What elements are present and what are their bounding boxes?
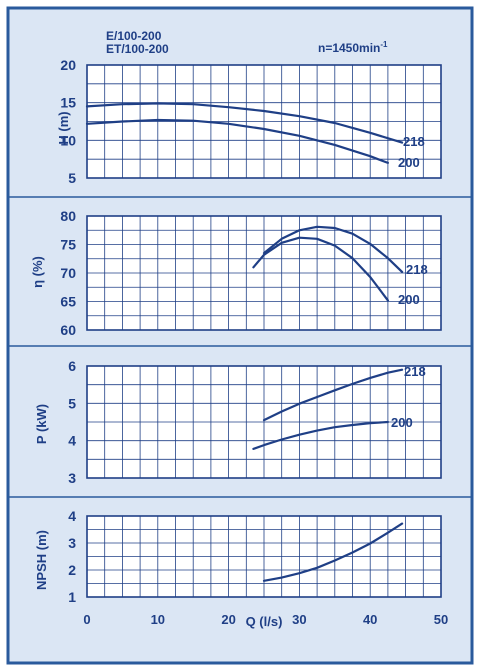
y-tick-label: 4: [68, 433, 76, 449]
y-tick-label: 1: [68, 589, 76, 605]
series-label-218: 218: [403, 134, 425, 149]
x-tick-label: 50: [434, 612, 448, 627]
y-tick-label: 5: [68, 170, 76, 186]
y-tick-label: 75: [60, 237, 76, 253]
x-tick-label: 10: [151, 612, 165, 627]
series-line-200: [252, 420, 389, 450]
series-line-npsh: [262, 522, 404, 582]
plot-panel-1: 5 10 15 20 H (m) 218 200: [56, 57, 442, 186]
plot-panel-3: 3 4 5 6 P (kW) 218 200: [34, 358, 442, 486]
speed-label-main: n=1450min: [318, 41, 380, 55]
y-axis-label: η (%): [30, 256, 45, 288]
y-tick-label: 6: [68, 358, 76, 374]
y-axis-label: P (kW): [34, 404, 49, 444]
series-label-218: 218: [406, 262, 428, 277]
series-label-200: 200: [391, 415, 413, 430]
y-tick-label: 3: [68, 470, 76, 486]
series-line-200: [252, 236, 389, 302]
y-tick-label: 4: [68, 508, 76, 524]
model-label-2: ET/100-200: [106, 42, 169, 56]
x-tick-label: 30: [292, 612, 306, 627]
x-axis-label: Q (l/s): [246, 614, 283, 629]
series-label-200: 200: [398, 155, 420, 170]
y-tick-label: 60: [60, 322, 76, 338]
y-tick-label: 20: [60, 57, 76, 73]
y-tick-label: 2: [68, 562, 76, 578]
plot-panel-4: 1 2 3 4 NPSH (m): [34, 508, 442, 605]
x-tick-label: 0: [83, 612, 90, 627]
series-label-218: 218: [404, 364, 426, 379]
plot-panel-2: 60 65 70 75 80 η (%) 218 200: [30, 208, 442, 338]
series-label-200: 200: [398, 292, 420, 307]
series-line-218: [262, 225, 404, 273]
y-tick-label: 65: [60, 294, 76, 310]
model-label-1: E/100-200: [106, 29, 162, 43]
speed-label: n=1450min-1: [318, 40, 388, 55]
y-tick-label: 80: [60, 208, 76, 224]
y-tick-label: 5: [68, 395, 76, 411]
x-tick-label: 40: [363, 612, 377, 627]
series-line-218: [262, 368, 404, 422]
y-tick-label: 15: [60, 95, 76, 111]
y-tick-label: 3: [68, 535, 76, 551]
series-line-218: [85, 102, 404, 144]
y-tick-label: 70: [60, 265, 76, 281]
y-tick-label: 10: [60, 132, 76, 148]
series-line-200: [85, 118, 389, 164]
x-tick-label: 20: [221, 612, 235, 627]
y-axis-label: H (m): [56, 111, 71, 144]
speed-label-exponent: -1: [380, 40, 388, 49]
y-axis-label: NPSH (m): [34, 530, 49, 590]
